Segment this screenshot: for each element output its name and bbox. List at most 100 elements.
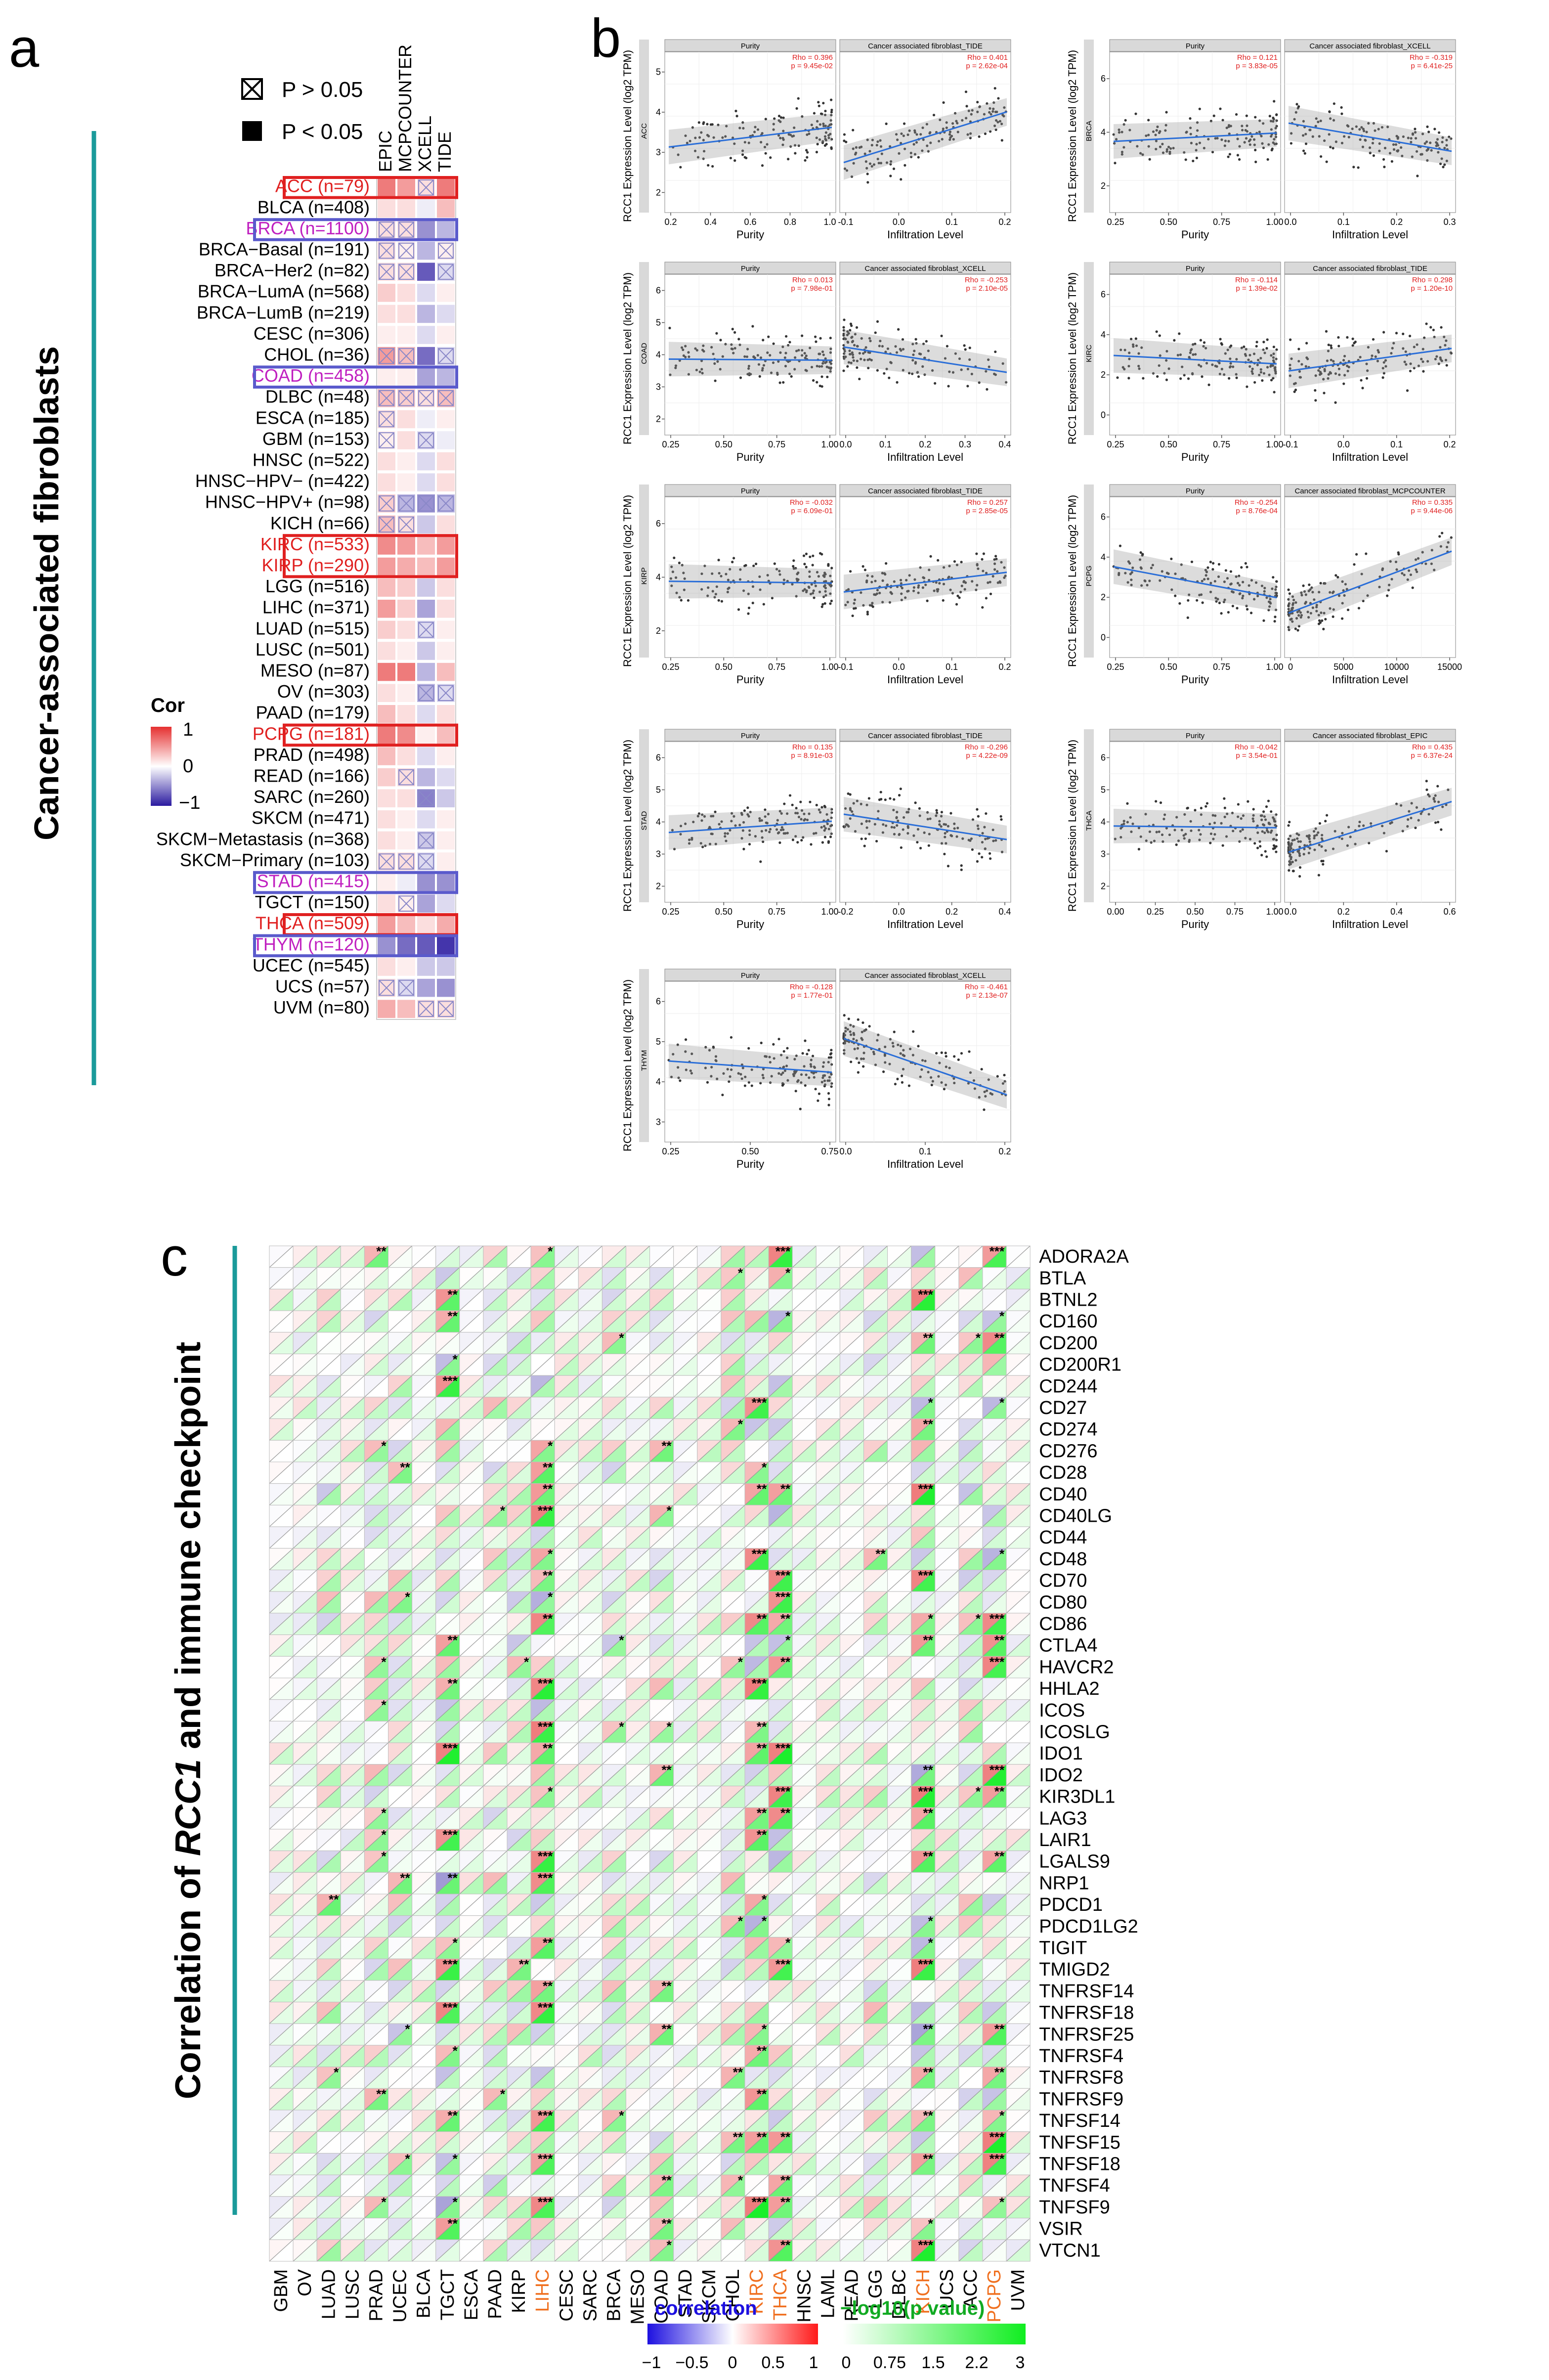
cancer-strip bbox=[1084, 40, 1094, 213]
scatter-point bbox=[1325, 330, 1328, 333]
scatter-point bbox=[1273, 138, 1276, 141]
scatter-point bbox=[1330, 344, 1333, 347]
nonsig-cross bbox=[418, 1001, 434, 1017]
scatter-point bbox=[1220, 138, 1223, 141]
scatter-point bbox=[1253, 143, 1256, 146]
nonsig-cross bbox=[418, 621, 434, 638]
scatter-point bbox=[968, 1050, 971, 1053]
nonsig-cross bbox=[438, 243, 454, 259]
scatter-point bbox=[1342, 382, 1345, 385]
scatter-point bbox=[1429, 326, 1432, 329]
scatter-point bbox=[1248, 143, 1251, 146]
y-tick: 2 bbox=[1101, 370, 1106, 380]
scatter-point bbox=[1400, 146, 1403, 149]
nonsig-box bbox=[379, 495, 394, 512]
scatter-point bbox=[782, 130, 785, 132]
scatter-point bbox=[1365, 552, 1368, 555]
heat-cell bbox=[378, 642, 395, 660]
scatter-point bbox=[985, 597, 988, 600]
cancer-label: KIRC bbox=[1085, 345, 1093, 362]
scatter-point bbox=[1147, 133, 1150, 136]
scatter-point bbox=[1159, 145, 1162, 148]
scatter-point bbox=[964, 348, 967, 351]
scatter-point bbox=[1322, 627, 1325, 630]
rho-stat: Rho = 0.298 bbox=[1412, 276, 1453, 284]
scatter-point bbox=[1427, 131, 1430, 133]
panel-c: Correlation of RCC1 and immune checkpoin… bbox=[169, 1244, 1138, 2372]
significance-stars: ** bbox=[923, 1417, 934, 1432]
scatter-point bbox=[900, 132, 903, 135]
scatter-point bbox=[772, 123, 775, 126]
scatter-point bbox=[1220, 343, 1223, 346]
nonsig-box bbox=[418, 390, 434, 406]
scatter-point bbox=[816, 381, 818, 384]
scatter-point bbox=[1155, 147, 1158, 151]
scatter-point bbox=[1421, 132, 1424, 135]
heat-cell bbox=[417, 873, 435, 892]
heat-cell bbox=[417, 747, 435, 765]
heat-cell bbox=[437, 557, 455, 576]
scatter-point bbox=[1264, 850, 1267, 853]
scatter-point bbox=[909, 151, 912, 155]
scatter-point bbox=[714, 379, 717, 382]
scatter-point bbox=[1137, 848, 1141, 851]
scatter-point bbox=[1267, 143, 1270, 146]
heat-cell bbox=[437, 620, 455, 639]
scatter-point bbox=[1272, 576, 1275, 579]
scatter-point bbox=[950, 134, 953, 137]
scatter-point bbox=[1174, 594, 1177, 597]
nonsig-box bbox=[418, 1001, 434, 1017]
x-tick: 0.2 bbox=[998, 1146, 1011, 1156]
x-tick: 0.1 bbox=[879, 440, 892, 449]
scatter-point bbox=[1270, 810, 1273, 813]
x-tick: 1.00 bbox=[821, 440, 838, 449]
scatter-point bbox=[796, 841, 799, 844]
scatter-point bbox=[884, 798, 887, 801]
p-stat: p = 4.22e-09 bbox=[966, 751, 1008, 760]
scatter-point bbox=[830, 599, 833, 603]
scatter-point bbox=[918, 807, 921, 810]
scatter-point bbox=[777, 115, 781, 118]
scatter-point bbox=[830, 567, 833, 570]
nonsig-box bbox=[438, 685, 454, 702]
scatter-point bbox=[845, 140, 848, 143]
scatter-point bbox=[811, 564, 814, 567]
scatter-point bbox=[986, 102, 989, 105]
scatter-point bbox=[822, 125, 825, 128]
scatter-point bbox=[827, 1098, 831, 1101]
panel-b: RCC1 Expression Level (log2 TPM) ACC2345P… bbox=[621, 39, 1462, 1170]
scatter-point bbox=[917, 156, 920, 159]
row-label: KIRP (n=290) bbox=[262, 555, 370, 575]
cancer-label: STAD bbox=[640, 811, 648, 830]
scatter-point bbox=[947, 865, 950, 868]
scatter-point bbox=[1333, 102, 1335, 105]
scatter-point bbox=[804, 159, 807, 162]
x-tick: 0.0 bbox=[839, 1146, 852, 1156]
scatter-point bbox=[1158, 334, 1161, 337]
nonsig-cross bbox=[398, 853, 414, 870]
significance-stars: ** bbox=[448, 1309, 458, 1323]
scatter-point bbox=[1402, 332, 1405, 335]
heat-cell bbox=[378, 873, 395, 892]
heat-cell bbox=[417, 916, 435, 934]
scatter-point bbox=[1265, 347, 1268, 350]
significance-stars: ** bbox=[543, 1460, 553, 1475]
heat-cell bbox=[397, 936, 415, 955]
row-label: UVM (n=80) bbox=[273, 997, 370, 1017]
x-tick: 0.0 bbox=[1284, 907, 1296, 917]
scatter-point bbox=[1327, 343, 1330, 347]
scatter-point bbox=[828, 123, 831, 127]
panel-c-side-title: Correlation of RCC1 and immune checkpoin… bbox=[169, 1342, 208, 2099]
scatter-point bbox=[940, 811, 944, 814]
scatter-point bbox=[821, 141, 824, 144]
heat-cell bbox=[397, 431, 415, 449]
scatter-point bbox=[986, 388, 989, 391]
scatter-point bbox=[824, 109, 827, 113]
scatter-point bbox=[854, 153, 857, 156]
x-tick: -0.1 bbox=[1283, 440, 1298, 449]
scatter-point bbox=[1207, 383, 1210, 386]
heat-cell bbox=[437, 431, 455, 449]
scatter-point bbox=[797, 144, 800, 147]
x-axis-label: Infiltration Level bbox=[887, 673, 963, 686]
x-tick: 0.0 bbox=[893, 662, 905, 672]
